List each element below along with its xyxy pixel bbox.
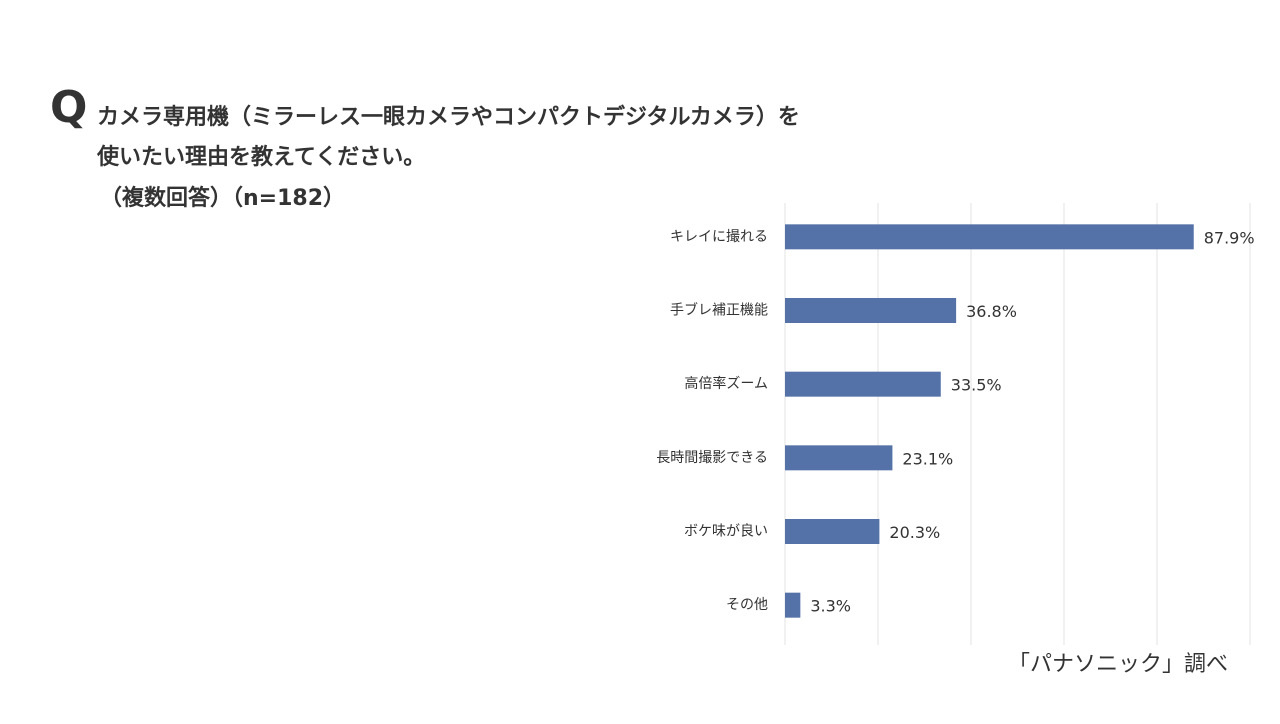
bar [785,519,880,544]
bar [785,592,801,618]
source: 「パナソニック」調べ [1008,652,1228,677]
bar [785,445,893,471]
chart-title: 使いたい理由を教えてください。 [96,144,425,170]
y-tick-label: 高倍率ズーム [684,375,768,392]
chart-subtitle: （複数回答）（n=182） [100,185,345,211]
bar [785,224,1194,250]
y-tick-label: 手ブレ補正機能 [670,302,768,319]
y-tick-label: ボケ味が良い [684,524,768,540]
bar [785,371,941,397]
data-label: 87.9% [1204,228,1255,247]
question-mark: Q [50,82,87,133]
y-tick-label: 長時間撮影できる [656,449,768,466]
data-label: 20.3% [889,523,940,542]
y-tick-label: キレイに撮れる [670,228,768,245]
data-label: 33.5% [951,376,1002,395]
data-label: 3.3% [810,597,851,616]
data-label: 23.1% [902,449,953,468]
data-label: 36.8% [966,302,1017,321]
bar [785,298,957,323]
y-tick-label: その他 [726,597,768,613]
chart-title: カメラ専用機（ミラーレス一眼カメラやコンパクトデジタルカメラ）を [97,104,800,130]
